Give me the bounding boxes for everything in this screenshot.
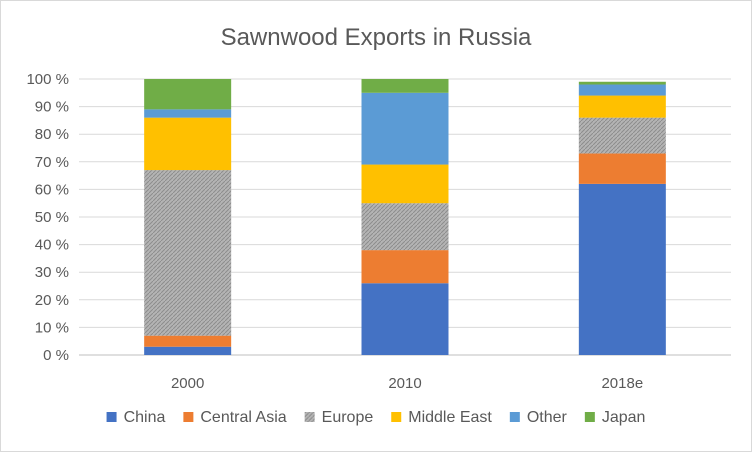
legend-swatch [509,412,520,422]
bar-segment-central-asia-2000 [144,335,232,347]
legend-item-europe: Europe [304,409,374,426]
bar-segment-europe-2000 [144,170,232,336]
y-tick-label: 80 % [35,126,69,143]
bar-segment-europe-2010 [361,203,449,251]
y-tick-label: 100 % [26,71,69,88]
legend-label: Other [527,409,568,426]
y-axis-labels: 0 % 10 % 20 % 30 % 40 % 50 % 60 % 70 % 80 % 90 % 1… [26,71,69,364]
chart-title: Sawnwood Exports in Russia [221,24,532,51]
bar-segment-central-asia-2018e [578,153,666,184]
bar-segment-middle-east-2000 [144,117,232,171]
x-tick-label: 2018e [601,375,643,392]
legend-item-middle-east: Middle East [391,409,492,426]
y-tick-label: 30 % [35,264,69,281]
legend-label: Europe [322,409,374,426]
bar-segment-japan-2018e [578,81,666,85]
bar-segment-china-2018e [578,183,666,355]
legend-item-china: China [106,409,166,426]
legend-item-japan: Japan [584,409,646,426]
bar-segment-china-2000 [144,346,232,355]
legend-item-other: Other [509,409,568,426]
x-tick-label: 2010 [388,375,421,392]
bars [144,79,666,355]
legend-label: Middle East [408,409,492,426]
legend-swatch [391,412,402,422]
bar-segment-middle-east-2010 [361,164,449,204]
bar-segment-china-2010 [361,283,449,355]
bar-segment-central-asia-2010 [361,250,449,284]
legend-swatch [183,412,194,422]
x-axis-labels: 2000 2010 2018e [171,375,643,392]
legend-label: Japan [602,409,646,426]
bar-segment-other-2000 [144,109,232,118]
x-tick-label: 2000 [171,375,204,392]
legend-item-central-asia: Central Asia [183,409,287,426]
y-tick-label: 90 % [35,99,69,116]
y-tick-label: 40 % [35,237,69,254]
y-tick-label: 60 % [35,181,69,198]
bar-segment-other-2018e [578,84,666,96]
y-tick-label: 10 % [35,319,69,336]
y-tick-label: 0 % [43,347,69,364]
bar-segment-japan-2000 [144,79,232,110]
y-tick-label: 50 % [35,209,69,226]
y-tick-label: 20 % [35,292,69,309]
bar-segment-other-2010 [361,92,449,165]
bar-segment-japan-2010 [361,79,449,93]
legend-label: China [124,409,166,426]
bar-segment-europe-2018e [578,117,666,154]
legend: China Central Asia Europe Middle East Other J… [106,409,646,426]
legend-swatch [304,412,315,422]
bar-segment-middle-east-2018e [578,95,666,118]
legend-swatch [584,412,595,422]
legend-label: Central Asia [200,409,286,426]
y-tick-label: 70 % [35,154,69,171]
legend-swatch [106,412,117,422]
